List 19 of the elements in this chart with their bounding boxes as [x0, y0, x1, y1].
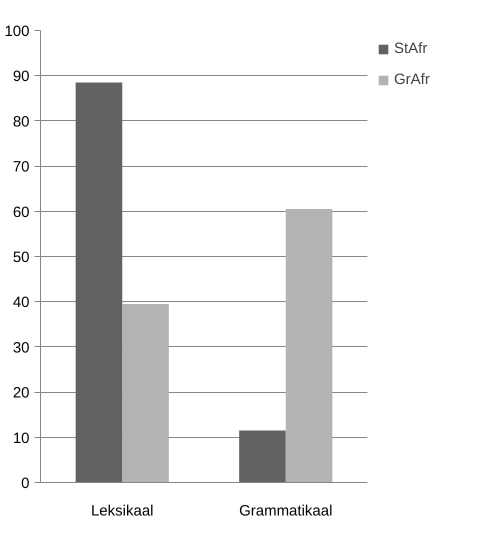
y-tick-label: 100 — [4, 23, 30, 40]
y-tick-label: 0 — [21, 475, 30, 492]
bar — [239, 430, 286, 482]
y-tick-label: 40 — [12, 294, 30, 312]
y-tick-label: 10 — [12, 430, 30, 447]
y-tick-label: 70 — [12, 158, 30, 176]
y-tick-label: 60 — [12, 204, 30, 221]
y-tick-label: 30 — [12, 339, 30, 356]
legend-label: GrAfr — [394, 71, 430, 88]
x-tick-label: Leksikaal — [90, 502, 154, 520]
bar — [286, 209, 332, 482]
legend-label: StAfr — [394, 40, 428, 57]
y-tick-label: 20 — [12, 384, 30, 402]
bar — [122, 304, 169, 482]
y-tick-label: 50 — [12, 249, 30, 266]
y-tick-label: 90 — [12, 68, 30, 86]
x-tick-label: Grammatikaal — [239, 502, 332, 520]
y-tick-label: 80 — [12, 113, 30, 130]
bar — [76, 82, 122, 482]
